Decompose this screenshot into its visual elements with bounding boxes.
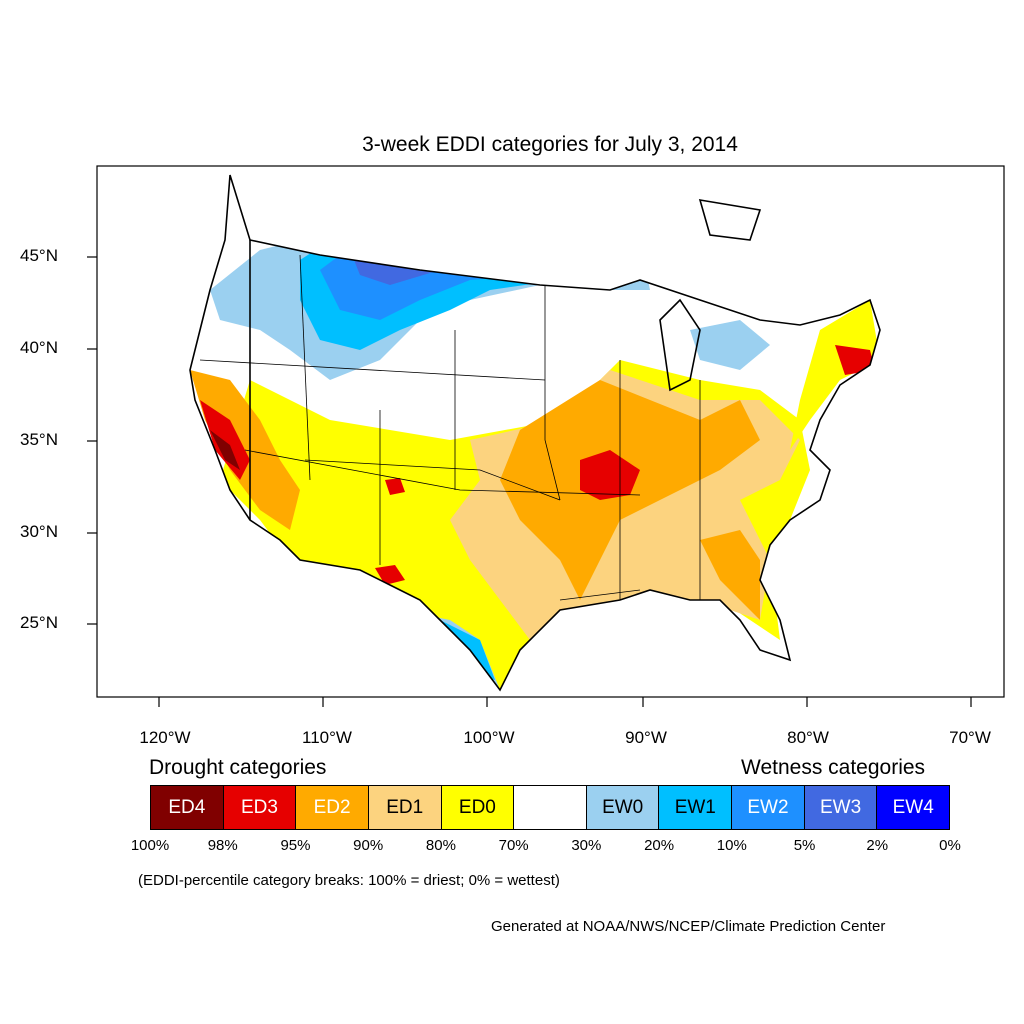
lon-label-70w: 70°W [949, 728, 991, 747]
legend-cell-ew1: EW1 [659, 786, 733, 829]
legend-cell-ew3: EW3 [804, 786, 878, 829]
map-title: 3-week EDDI categories for July 3, 2014 [362, 133, 738, 156]
break-label: 2% [866, 837, 889, 854]
break-label: 70% [498, 837, 529, 854]
lon-label-120w: 120°W [139, 728, 191, 747]
break-label: 100% [130, 837, 170, 854]
break-label: 90% [353, 837, 384, 854]
lat-label-45: 45°N [20, 246, 58, 265]
legend-cell-ew0: EW0 [586, 786, 660, 829]
break-label: 10% [716, 837, 747, 854]
state-borders [199, 254, 701, 601]
lon-label-110w: 110°W [302, 728, 352, 747]
axis-ticks [87, 256, 972, 707]
break-label: 20% [644, 837, 675, 854]
legend-cell-ed3: ED3 [223, 786, 297, 829]
lat-label-30: 30°N [20, 522, 58, 541]
credit-line: Generated at NOAA/NWS/NCEP/Climate Predi… [491, 918, 886, 935]
break-label: 0% [939, 837, 961, 854]
break-label: 98% [207, 837, 238, 854]
coastlines [189, 174, 881, 692]
legend-cell-ew4: EW4 [877, 786, 950, 829]
legend-cell-ew2: EW2 [732, 786, 805, 829]
break-label: 95% [280, 837, 311, 854]
legend-cell-ed4: ED4 [151, 786, 224, 829]
breaks-note: (EDDI-percentile category breaks: 100% =… [138, 872, 560, 889]
lon-label-90w: 90°W [625, 728, 667, 747]
break-label: 30% [571, 837, 602, 854]
legend-cell-ed2: ED2 [296, 786, 369, 829]
lon-label-80w: 80°W [787, 728, 829, 747]
drought-categories-header: Drought categories [149, 756, 327, 779]
lat-label-40: 40°N [20, 338, 58, 357]
wetness-categories-header: Wetness categories [741, 756, 926, 779]
legend-cell-neutral [514, 786, 587, 829]
lat-label-35: 35°N [20, 430, 58, 449]
legend-cell-ed1: ED1 [368, 786, 442, 829]
break-label: 5% [793, 837, 816, 854]
category-legend: ED4 ED3 ED2 ED1 ED0 EW0 EW1 EW2 EW3 EW4 [150, 785, 950, 830]
lat-label-25: 25°N [20, 613, 58, 632]
lon-label-100w: 100°W [463, 728, 515, 747]
break-label: 80% [425, 837, 456, 854]
legend-cell-ed0: ED0 [441, 786, 515, 829]
